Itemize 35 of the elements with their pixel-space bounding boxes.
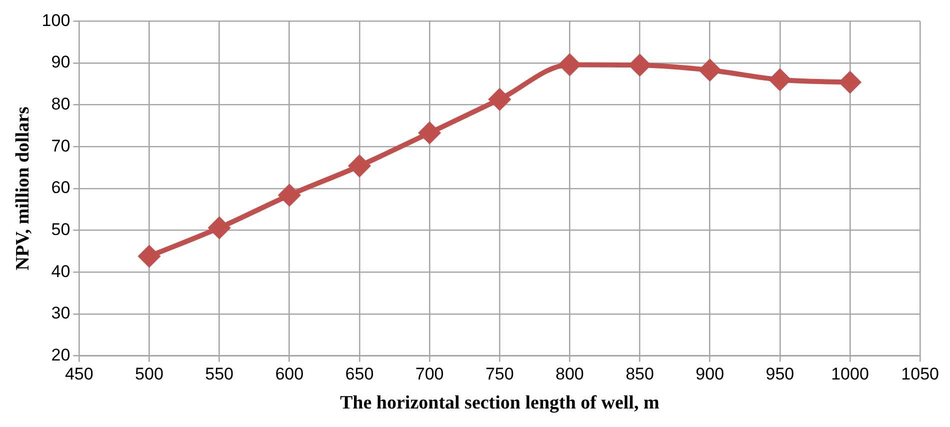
point <box>840 72 861 93</box>
point <box>419 122 440 144</box>
y-tick-label: 50 <box>51 220 70 240</box>
x-tick-label: 800 <box>556 364 584 384</box>
y-tick-label: 30 <box>51 304 70 323</box>
point <box>208 217 230 238</box>
x-axis-title: The horizontal section length of well, m <box>340 392 660 414</box>
point <box>348 155 370 176</box>
y-tick-label: 90 <box>51 52 70 72</box>
y-tick-label: 20 <box>51 345 70 364</box>
x-tick-label: 450 <box>64 364 94 384</box>
x-tick-label: 1050 <box>901 364 940 384</box>
y-axis-title: NPV, million dollars <box>12 106 34 270</box>
x-tick-label: 650 <box>345 364 374 384</box>
x-tick-label: 550 <box>205 364 234 384</box>
point <box>769 69 790 90</box>
y-tick-label: 70 <box>51 136 70 156</box>
x-tick-label: 600 <box>275 364 304 384</box>
x-tick-label: 500 <box>135 364 164 384</box>
y-tick-label: 80 <box>51 94 70 114</box>
point <box>699 60 720 81</box>
x-tick-label: 900 <box>696 364 724 384</box>
y-tick-label: 60 <box>51 178 70 198</box>
point <box>629 54 650 76</box>
point <box>278 184 300 206</box>
x-tick-label: 950 <box>766 364 794 384</box>
x-tick-label: 1000 <box>831 364 869 384</box>
x-tick-label: 700 <box>415 364 444 384</box>
x-tick-label: 850 <box>626 364 654 384</box>
y-tick-label: 40 <box>51 262 70 281</box>
point <box>559 54 580 76</box>
x-tick-label: 750 <box>485 364 514 384</box>
point <box>489 88 510 110</box>
point <box>138 246 160 267</box>
y-tick-label: 100 <box>42 10 70 30</box>
